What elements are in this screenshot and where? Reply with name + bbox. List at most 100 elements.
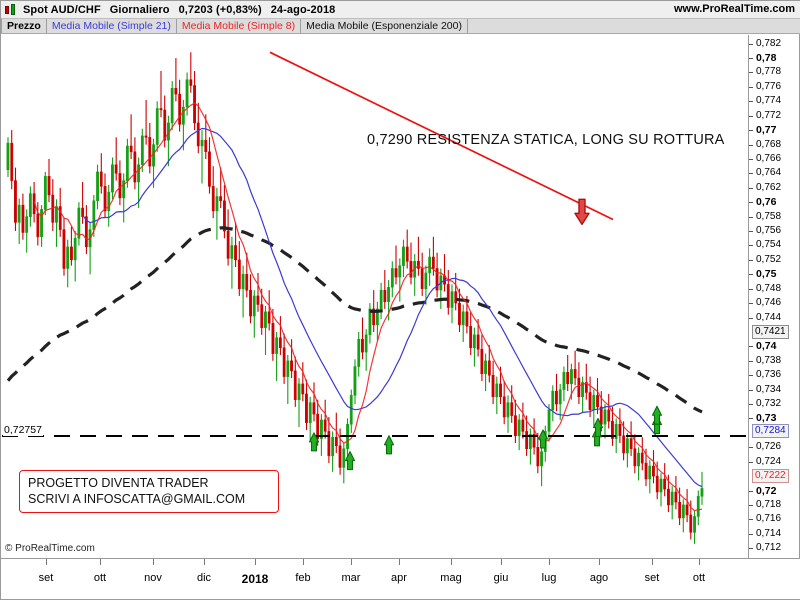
descending-trendline[interactable] <box>269 51 614 221</box>
time-axis-label: dic <box>196 572 212 584</box>
candle-body <box>320 419 323 439</box>
candle-body <box>536 447 540 467</box>
time-axis[interactable]: © ProRealTime.com set ott nov dic 2018 feb mar… <box>1 543 800 599</box>
candle-body <box>655 475 659 493</box>
candle-body <box>547 409 551 432</box>
candle-body <box>241 274 245 289</box>
time-axis-label: ott <box>93 572 107 584</box>
price-axis-label: 0,774 <box>756 95 782 107</box>
candle-body <box>532 434 536 448</box>
candle-body <box>398 265 402 278</box>
price-axis-label: 0,772 <box>756 109 782 121</box>
candle-body <box>667 488 670 506</box>
time-axis-tick <box>652 559 653 565</box>
legend-item-ema200[interactable]: Media Mobile (Esponenziale 200) <box>301 19 468 33</box>
candle-body <box>114 164 118 174</box>
price-axis-tick <box>749 58 753 60</box>
candle-body <box>103 186 107 212</box>
price-axis-label: 0,724 <box>756 455 782 467</box>
candle-body <box>25 216 29 233</box>
candle-body <box>428 256 432 274</box>
price-axis-label: 0,756 <box>756 225 782 237</box>
price-axis-tick <box>749 115 753 117</box>
price-axis-tick <box>749 288 753 290</box>
price-axis-label: 0,782 <box>756 37 782 49</box>
candle-body <box>208 151 211 187</box>
candle-body <box>331 436 335 457</box>
candle-body <box>92 200 96 230</box>
arrow-shape <box>344 451 356 471</box>
candle-body <box>484 360 487 375</box>
candle-body <box>163 109 167 141</box>
candle-body <box>249 289 252 317</box>
price-axis[interactable]: 0,782 0,78 0,778 0,776 0,774 0,772 0,77 0,768 0,… <box>748 35 799 559</box>
promo-line-1: PROGETTO DIVENTA TRADER <box>28 475 209 490</box>
legend-item-sma21[interactable]: Media Mobile (Simple 21) <box>47 19 177 33</box>
candle-body <box>540 451 543 467</box>
price-axis-callout: 0,7222 <box>752 468 789 483</box>
price-axis-label: 0,77 <box>756 124 777 137</box>
time-axis-tick <box>699 559 700 565</box>
legend-item-price[interactable]: Prezzo <box>1 19 47 33</box>
candle-body <box>372 308 376 326</box>
candle-body <box>17 204 21 223</box>
candle-body <box>14 180 17 223</box>
candle-body <box>581 382 584 398</box>
price-axis-label: 0,748 <box>756 282 782 294</box>
candle-body <box>368 308 372 336</box>
candle-body <box>584 382 588 393</box>
time-axis-label: lug <box>541 572 557 584</box>
candle-body <box>450 291 454 308</box>
signal-up-arrow-icon <box>308 432 320 452</box>
signal-down-arrow-icon <box>574 198 590 226</box>
candle-body <box>43 176 47 210</box>
price-axis-label: 0,74 <box>756 340 777 353</box>
time-axis-label: ott <box>692 572 706 584</box>
signal-up-arrow-icon <box>592 417 604 438</box>
candle-body <box>55 206 58 223</box>
indicator-legend: Prezzo Media Mobile (Simple 21) Media Mo… <box>1 19 800 34</box>
candle-body <box>405 246 409 262</box>
candle-body <box>633 448 637 467</box>
candle-body <box>174 88 178 95</box>
candle-body <box>223 200 226 232</box>
price-axis-label: 0,754 <box>756 239 782 251</box>
price-axis-tick <box>749 274 753 276</box>
candle-body <box>678 501 682 519</box>
price-axis-label: 0,78 <box>756 52 777 65</box>
price-axis-label: 0,73 <box>756 412 777 425</box>
arrow-shape <box>308 432 320 452</box>
arrow-shape <box>537 429 549 449</box>
candle-body <box>476 334 480 350</box>
signal-up-arrow-icon <box>651 405 663 425</box>
price-axis-tick <box>749 317 753 319</box>
candle-body <box>159 108 163 111</box>
price-axis-label: 0,758 <box>756 210 782 222</box>
candle-body <box>342 448 346 468</box>
candle-body <box>577 377 581 398</box>
candle-body <box>245 274 249 291</box>
legend-item-sma8[interactable]: Media Mobile (Simple 8) <box>177 19 302 33</box>
candle-body <box>234 245 237 261</box>
candle-body <box>129 145 133 153</box>
time-axis-tick <box>399 559 400 565</box>
candle-body <box>275 337 279 354</box>
candle-body <box>99 171 103 187</box>
chart-plot-area[interactable] <box>2 35 749 559</box>
price-axis-tick <box>749 447 753 449</box>
candle-body <box>446 284 450 308</box>
candle-body <box>28 193 32 217</box>
candle-body <box>487 360 491 376</box>
time-axis-label: mar <box>341 572 361 584</box>
candle-body <box>637 452 640 467</box>
candle-body <box>47 176 51 196</box>
candle-body <box>122 180 126 199</box>
provider-link[interactable]: www.ProRealTime.com <box>673 3 795 15</box>
candle-body <box>383 289 387 302</box>
candle-body <box>663 478 667 490</box>
time-axis-label: 2018 <box>241 572 269 586</box>
price-axis-tick <box>749 72 753 74</box>
candle-body <box>185 79 189 108</box>
price-axis-tick <box>749 533 753 535</box>
time-axis-label: ago <box>589 572 609 584</box>
